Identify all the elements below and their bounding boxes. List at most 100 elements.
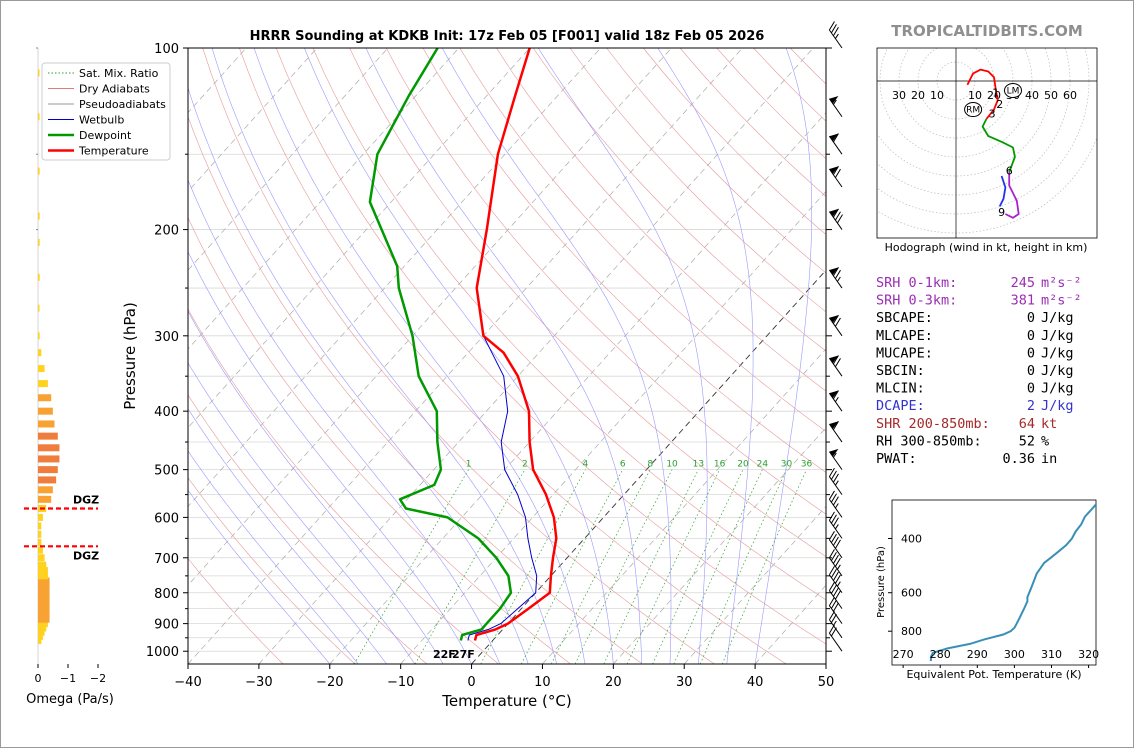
theta-e-x-tick-label: 270	[893, 648, 914, 661]
param-unit: J/kg	[1041, 345, 1074, 361]
hodograph-ring-label: 40	[1025, 89, 1039, 102]
dry-adiabat	[496, 48, 826, 392]
barb-staff	[828, 590, 843, 609]
theta-e-y-tick-label: 600	[901, 587, 922, 600]
hodograph-segment	[1004, 172, 1020, 219]
omega-bar	[38, 476, 57, 484]
theta-e-x-tick-label: 320	[1078, 648, 1099, 661]
hodograph-height-label: 6	[1006, 164, 1013, 177]
hodograph-ring-label: 20	[911, 89, 925, 102]
parameter-table: SRH 0-1km: 245 m²s⁻² SRH 0-3km: 381 m²s⁻² SBCA…	[876, 275, 1082, 467]
param-label: DCAPE:	[876, 398, 925, 414]
omega-bar	[38, 592, 50, 600]
barb-full	[828, 490, 835, 500]
omega-bar	[38, 637, 42, 645]
barb-full	[832, 27, 839, 36]
omega-bar	[38, 513, 43, 521]
barb-staff	[828, 557, 843, 577]
brand-watermark: TROPICALTIDBITS.COM	[891, 22, 1083, 40]
dry-adiabat	[422, 48, 826, 473]
barb-half	[834, 480, 839, 486]
skewt-profiles	[368, 48, 558, 641]
y-tick-label: 300	[154, 330, 179, 345]
hodograph-height-label: 1	[992, 86, 999, 99]
omega-bar	[38, 587, 50, 595]
legend-label: Temperature	[78, 145, 149, 158]
omega-bar	[38, 420, 55, 428]
mixing-ratio-line	[574, 469, 673, 664]
hodograph-segment	[966, 68, 997, 91]
barb-full	[830, 470, 837, 480]
mixing-ratio-line	[652, 469, 744, 664]
wind-barb	[828, 166, 843, 188]
barb-full	[830, 599, 837, 609]
omega-bar	[38, 273, 40, 281]
pseudoadiabat	[188, 86, 529, 664]
wind-barb	[828, 448, 843, 470]
hodograph-segment	[981, 118, 1016, 173]
pseudoadiabat	[365, 48, 643, 664]
mixing-ratio-label: 6	[620, 460, 626, 470]
omega-bar	[38, 615, 50, 623]
wind-barb	[828, 421, 843, 443]
dry-adiabat	[202, 48, 715, 664]
omega-bar	[38, 486, 53, 494]
barb-full	[834, 317, 841, 327]
wind-barb	[828, 133, 843, 155]
hodograph-border	[876, 47, 1098, 239]
barb-full	[834, 358, 841, 368]
hodograph-segment	[985, 90, 999, 120]
pseudoadiabat	[304, 48, 614, 664]
mixing-ratio-line	[521, 469, 624, 664]
barb-staff	[828, 619, 843, 639]
theta-e-x-tick-label: 300	[1004, 648, 1025, 661]
omega-bar	[38, 394, 52, 402]
barb-full	[832, 571, 839, 581]
barb-full	[834, 557, 841, 567]
omega-bar	[38, 572, 48, 580]
skewt-legend: Sat. Mix. Ratio Dry Adiabats Pseudoadiabat…	[41, 62, 171, 161]
param-unit: J/kg	[1041, 363, 1074, 379]
barb-full	[834, 211, 841, 221]
omega-bar	[38, 602, 50, 610]
dry-adiabat	[312, 48, 826, 601]
barb-full	[830, 514, 837, 524]
omega-bar	[38, 628, 45, 636]
legend-label: Dewpoint	[79, 129, 132, 142]
param-value: 381	[1011, 293, 1035, 309]
barb-half	[832, 99, 837, 105]
dry-adiabat	[188, 217, 571, 664]
param-unit: m²s⁻²	[1041, 293, 1082, 309]
skewt-xlabel: Temperature (°C)	[441, 692, 571, 710]
wind-barb	[828, 566, 843, 594]
skewt-plot-border	[187, 47, 827, 665]
hodograph-marker-circle	[1004, 83, 1022, 98]
barb-half	[836, 276, 841, 282]
omega-bar	[38, 444, 60, 452]
omega-bar	[38, 582, 50, 590]
dry-adiabat	[569, 48, 826, 313]
hodograph-segment	[998, 175, 1007, 207]
theta-e-panel: 270 280 290 300 310 320 400 600 800	[888, 499, 1099, 668]
mixing-ratio-line	[673, 469, 763, 664]
barb-staff	[828, 605, 843, 624]
barb-full	[830, 533, 837, 543]
surface-dewpoint-label: 22F	[433, 648, 456, 661]
theta-e-line	[929, 503, 1096, 661]
hodograph-grid	[877, 48, 1097, 238]
pseudoadiabat	[188, 362, 416, 664]
hodograph-ring-label: 60	[1063, 89, 1077, 102]
hodograph-panel: 30201010203040506012369RMLM	[876, 47, 1098, 239]
barb-pennant	[829, 96, 839, 104]
pseudoadiabat	[188, 408, 387, 664]
isotherm-line	[188, 48, 389, 271]
hodograph-marker-circle	[964, 102, 983, 117]
barb-half	[836, 581, 841, 587]
pseudoadiabat	[188, 179, 501, 664]
y-tick-label: 700	[154, 552, 179, 567]
theta-e-y-tick-label: 800	[901, 625, 922, 638]
param-label: MLCAPE:	[876, 328, 933, 344]
mixing-ratio-label: 8	[647, 460, 653, 470]
omega-bar	[38, 567, 48, 575]
hodograph-ring-label: 10	[968, 89, 982, 102]
